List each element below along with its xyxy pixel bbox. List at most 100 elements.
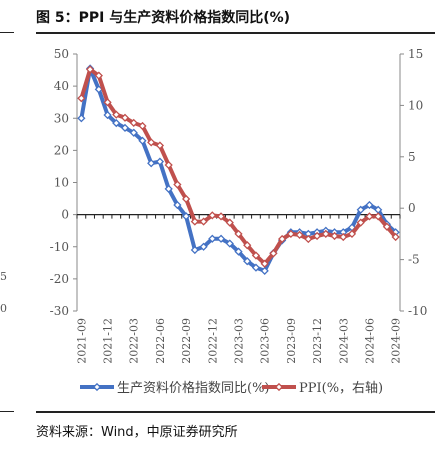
data-point-ppi — [286, 229, 295, 239]
legend-producer-goods-marker — [92, 382, 102, 392]
left-y-tick-label: 0 — [61, 208, 69, 222]
left-y-tick-label: -20 — [50, 272, 69, 286]
data-point-ppi — [260, 259, 269, 268]
data-point-ppi — [356, 218, 365, 227]
data-point-ppi — [164, 160, 173, 170]
data-point-ppi — [182, 194, 191, 204]
edge-fragment-number: 0 — [0, 302, 7, 315]
data-point-producer-goods — [182, 212, 191, 221]
left-y-tick-label: 20 — [54, 143, 69, 157]
data-point-producer-goods — [129, 128, 138, 137]
data-point-ppi — [339, 232, 348, 242]
source-note: 资料来源：Wind，中原证券研究所 — [36, 425, 238, 440]
legend-ppi-label: PPI(%，右轴) — [299, 381, 383, 396]
data-point-producer-goods — [208, 234, 217, 243]
data-point-producer-goods — [103, 110, 112, 120]
data-point-ppi — [190, 217, 199, 226]
data-point-ppi — [312, 231, 322, 241]
left-y-tick-label: 10 — [54, 176, 69, 190]
data-point-ppi — [85, 65, 95, 74]
data-point-ppi — [278, 234, 287, 244]
left-y-tick-label: 50 — [54, 47, 69, 61]
x-tick-label: 2021-12 — [102, 318, 115, 364]
bottom-rule — [36, 411, 435, 413]
data-point-ppi — [216, 212, 226, 221]
data-point-producer-goods — [234, 247, 243, 256]
data-point-producer-goods — [112, 118, 121, 128]
data-point-ppi — [129, 118, 138, 127]
data-point-producer-goods — [199, 242, 208, 251]
legend-producer-goods-label: 生产资料价格指数同比(%) — [117, 380, 270, 396]
x-tick-label: 2022-12 — [206, 318, 219, 364]
data-point-ppi — [365, 212, 374, 221]
data-point-producer-goods — [138, 136, 147, 145]
left-fragment-rule-top — [0, 32, 14, 33]
data-point-ppi — [251, 251, 261, 260]
left-y-tick-label: -30 — [50, 304, 69, 318]
data-point-producer-goods — [356, 205, 365, 214]
data-point-ppi — [330, 231, 339, 241]
legend-ppi-marker — [274, 382, 284, 392]
data-point-producer-goods — [365, 200, 374, 210]
x-tick-label: 2024-09 — [390, 318, 403, 364]
x-tick-label: 2022-09 — [180, 318, 193, 364]
data-point-producer-goods — [251, 263, 261, 272]
data-point-producer-goods — [225, 239, 234, 248]
x-tick-label: 2022-03 — [128, 318, 141, 364]
right-y-tick-label: 0 — [408, 201, 416, 215]
data-point-producer-goods — [260, 266, 269, 275]
data-point-ppi — [199, 217, 208, 226]
data-point-ppi — [391, 232, 400, 242]
data-point-ppi — [225, 218, 234, 227]
data-point-ppi — [112, 110, 121, 119]
data-point-ppi — [155, 141, 165, 150]
x-tick-label: 2023-03 — [233, 318, 246, 364]
x-tick-label: 2024-06 — [363, 318, 376, 364]
data-point-ppi — [234, 229, 243, 239]
left-fragment-rule-bottom — [0, 411, 14, 412]
data-point-ppi — [120, 113, 130, 122]
data-point-ppi — [382, 222, 392, 231]
data-point-ppi — [208, 211, 217, 220]
chart-title: 图 5：PPI 与生产资料价格指数同比(%) — [36, 10, 291, 26]
right-y-tick-label: -5 — [408, 253, 420, 267]
data-point-producer-goods — [190, 245, 199, 255]
data-point-producer-goods — [147, 159, 156, 168]
x-tick-label: 2024-03 — [337, 318, 350, 364]
left-y-tick-label: -10 — [50, 240, 69, 254]
data-point-producer-goods — [120, 123, 130, 133]
x-tick-label: 2023-12 — [311, 318, 324, 364]
data-point-ppi — [269, 249, 278, 258]
right-y-tick-label: 10 — [408, 98, 423, 112]
data-point-ppi — [347, 229, 357, 239]
left-y-tick-label: 40 — [54, 79, 69, 93]
x-tick-label: 2021-09 — [75, 318, 88, 364]
data-point-ppi — [295, 230, 304, 240]
top-rule — [36, 32, 435, 34]
data-point-producer-goods — [243, 257, 252, 266]
x-tick-label: 2023-09 — [285, 318, 298, 364]
data-point-ppi — [173, 180, 182, 189]
data-point-ppi — [138, 121, 147, 131]
data-point-ppi — [321, 229, 330, 239]
x-tick-label: 2023-06 — [259, 318, 272, 364]
data-point-producer-goods — [164, 184, 173, 194]
data-point-ppi — [103, 98, 112, 107]
edge-fragment-number: 5 — [0, 270, 7, 283]
right-y-tick-label: 5 — [408, 150, 416, 164]
data-point-ppi — [374, 212, 383, 221]
data-point-ppi — [304, 234, 313, 244]
data-point-ppi — [147, 138, 156, 147]
data-point-ppi — [243, 241, 252, 250]
data-point-ppi — [94, 71, 103, 80]
x-tick-label: 2022-06 — [154, 318, 167, 364]
data-point-producer-goods — [155, 157, 165, 166]
right-y-tick-label: -10 — [408, 304, 427, 318]
data-point-ppi — [77, 94, 86, 103]
left-y-tick-label: 30 — [54, 111, 69, 125]
data-point-producer-goods — [77, 114, 86, 123]
series-line-producer-goods — [79, 66, 398, 273]
data-point-producer-goods — [216, 234, 226, 243]
data-point-producer-goods — [173, 200, 182, 210]
